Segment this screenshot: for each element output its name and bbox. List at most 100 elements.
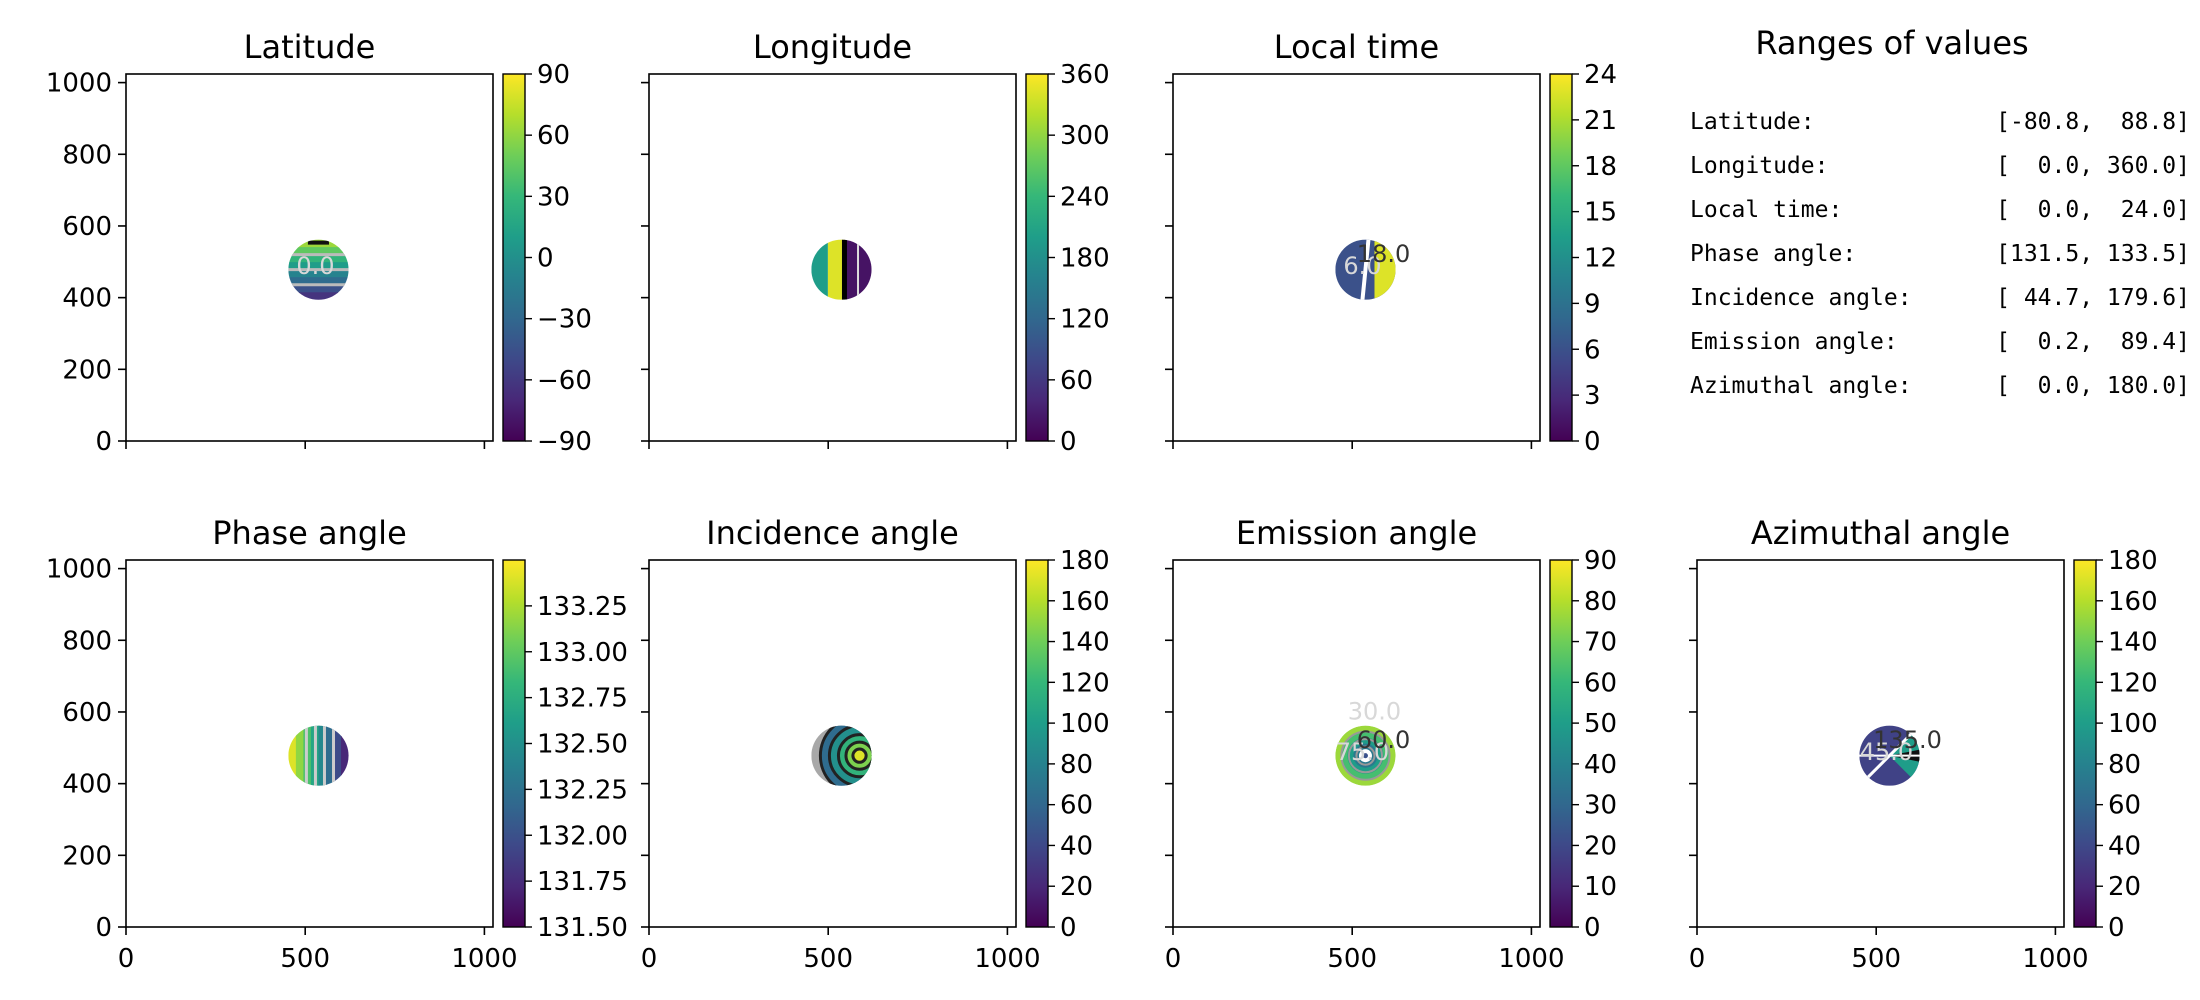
- axes-frame: [648, 73, 1017, 442]
- colorbar-tick-label: 18: [1584, 152, 1617, 182]
- y-tick-label: 200: [62, 355, 112, 385]
- panel-title: Longitude: [753, 28, 912, 66]
- contour-label: 60.0: [1357, 726, 1410, 754]
- colorbar-tick-label: 80: [1584, 587, 1617, 617]
- y-tick-label: 0: [95, 427, 112, 457]
- colorbar-tick-label: 100: [2108, 709, 2158, 739]
- colorbar-tick-label: 90: [1584, 546, 1617, 576]
- y-tick-label: 0: [95, 913, 112, 943]
- colorbar-tick-label: 180: [2108, 546, 2158, 576]
- colorbar: −90 −60 −30 0 30 60 90: [502, 60, 592, 457]
- colorbar-tick-label: 132.00: [537, 821, 628, 851]
- axes-frame: [125, 73, 494, 442]
- colorbar-tick-label: 0: [537, 244, 554, 274]
- x-tick-label: 1000: [451, 944, 517, 974]
- contour-label: 75.0: [1336, 738, 1389, 766]
- colorbar-tick-label: 70: [1584, 628, 1617, 658]
- colorbar-tick-label: 40: [2108, 831, 2141, 861]
- planet-disk: [1335, 239, 1396, 300]
- panel-title: Phase angle: [212, 514, 407, 552]
- colorbar-tick-label: 24: [1584, 60, 1617, 90]
- ranges-table: Latitude: [-80.8, 88.8] Longitude: [ 0.0…: [1690, 106, 2190, 414]
- colorbar-tick-label: 30: [537, 182, 570, 212]
- colorbar-tick-label: 140: [2108, 628, 2158, 658]
- colorbar-gradient: [2073, 559, 2097, 928]
- x-tick-label: 1000: [1498, 944, 1564, 974]
- ranges-row-local-time: Local time: [ 0.0, 24.0]: [1690, 194, 2190, 238]
- x-tick-label: 0: [118, 944, 135, 974]
- axes-frame: [1696, 559, 2065, 928]
- colorbar-tick-label: 133.25: [537, 592, 628, 622]
- colorbar: 0 20 40 60 80 100 120 140 160 180: [1025, 546, 1110, 943]
- ranges-label: Azimuthal angle:: [1690, 373, 1912, 399]
- colorbar-gradient: [502, 73, 526, 442]
- colorbar-tick-label: 120: [1060, 668, 1110, 698]
- colorbar-tick-label: −30: [537, 305, 592, 335]
- ranges-row-latitude: Latitude: [-80.8, 88.8]: [1690, 106, 2190, 150]
- ranges-value: [131.5, 133.5]: [1996, 241, 2190, 267]
- colorbar-tick-label: 100: [1060, 709, 1110, 739]
- contour-label: 6.0: [1343, 252, 1381, 280]
- colorbar: 0 10 20 30 40 50 60 70 80 90: [1549, 546, 1617, 943]
- colorbar-gradient: [1025, 73, 1049, 442]
- contour-label: 0.0: [296, 252, 334, 280]
- ranges-value: [ 0.0, 180.0]: [1996, 373, 2190, 399]
- axes-frame: [1172, 73, 1541, 442]
- colorbar-tick-label: 60: [1060, 366, 1093, 396]
- colorbar-tick-label: 21: [1584, 106, 1617, 136]
- planet-disk: [811, 725, 872, 786]
- contour-label: 18.0: [1357, 240, 1410, 268]
- planet-disk: [288, 239, 349, 300]
- ranges-label: Latitude:: [1690, 109, 1815, 135]
- colorbar-tick-label: 3: [1584, 381, 1601, 411]
- x-tick-label: 0: [641, 944, 658, 974]
- panel-incidence-angle: Incidence angle 0 500 1000 0 20 40 60 80 100 120 14…: [641, 514, 1110, 974]
- colorbar-tick-label: 180: [1060, 546, 1110, 576]
- colorbar-tick-label: 132.75: [537, 684, 628, 714]
- ranges-row-longitude: Longitude: [ 0.0, 360.0]: [1690, 150, 2190, 194]
- colorbar-tick-label: 20: [2108, 872, 2141, 902]
- colorbar-tick-label: 12: [1584, 244, 1617, 274]
- planet-disk: [1335, 725, 1396, 786]
- colorbar: 131.50 131.75 132.00 132.25 132.50 132.75 133.…: [502, 559, 628, 943]
- colorbar-tick-label: 0: [1060, 427, 1077, 457]
- y-tick-label: 600: [62, 698, 112, 728]
- colorbar-tick-label: 80: [2108, 750, 2141, 780]
- colorbar-tick-label: 60: [1584, 668, 1617, 698]
- colorbar-tick-label: 60: [1060, 791, 1093, 821]
- colorbar-tick-label: 240: [1060, 182, 1110, 212]
- colorbar-tick-label: 0: [1584, 427, 1601, 457]
- colorbar-tick-label: 0: [1060, 913, 1077, 943]
- colorbar-tick-label: 6: [1584, 335, 1601, 365]
- ranges-value: [ 0.2, 89.4]: [1996, 329, 2190, 355]
- ranges-panel-title: Ranges of values: [1755, 24, 2029, 62]
- colorbar-gradient: [502, 559, 526, 928]
- y-tick-label: 1000: [46, 555, 112, 585]
- y-tick-label: 400: [62, 770, 112, 800]
- ranges-value: [ 0.0, 24.0]: [1996, 197, 2190, 223]
- colorbar-tick-label: 132.50: [537, 730, 628, 760]
- y-tick-label: 800: [62, 140, 112, 170]
- panel-longitude: Longitude 0 60 120 180 240 300 360: [641, 28, 1110, 457]
- panel-latitude: Latitude 0.0 0 200 400 600 800 1000 −90 −60 −30 0 30…: [46, 28, 592, 457]
- colorbar-tick-label: 9: [1584, 289, 1601, 319]
- contour-label: 45.0: [1860, 738, 1913, 766]
- ranges-label: Local time:: [1690, 197, 1843, 223]
- colorbar-tick-label: 40: [1060, 831, 1093, 861]
- axes-frame: [1172, 559, 1541, 928]
- colorbar-tick-label: 20: [1584, 831, 1617, 861]
- colorbar-tick-label: −90: [537, 427, 592, 457]
- colorbar-tick-label: −60: [537, 366, 592, 396]
- colorbar-tick-label: 80: [1060, 750, 1093, 780]
- x-tick-label: 1000: [974, 944, 1040, 974]
- y-tick-label: 600: [62, 212, 112, 242]
- ranges-row-phase-angle: Phase angle: [131.5, 133.5]: [1690, 238, 2190, 282]
- colorbar-tick-label: 0: [2108, 913, 2125, 943]
- colorbar: 0 3 6 9 12 15 18 21 24: [1549, 60, 1617, 457]
- axes-frame: [125, 559, 494, 928]
- panel-local-time: Local time 6.018.0 0 3 6 9 12 15 18 21 24: [1165, 28, 1617, 457]
- colorbar-tick-label: 60: [2108, 791, 2141, 821]
- colorbar: 0 20 40 60 80 100 120 140 160 180: [2073, 546, 2158, 943]
